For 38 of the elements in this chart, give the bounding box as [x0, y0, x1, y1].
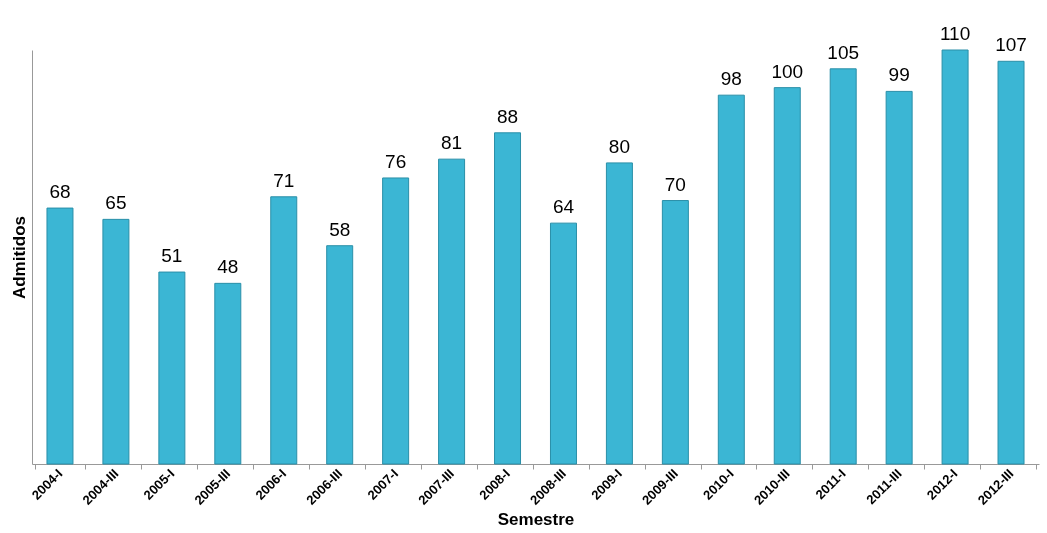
data-label: 65: [105, 192, 127, 214]
data-label: 99: [888, 64, 910, 86]
bar: [829, 68, 857, 465]
data-label: 76: [385, 150, 407, 172]
data-label: 71: [273, 169, 295, 191]
bar: [326, 245, 354, 465]
data-label: 107: [995, 34, 1027, 56]
data-label: 100: [771, 60, 804, 82]
bar: [717, 94, 745, 465]
bar: [214, 282, 242, 465]
bar: [773, 87, 801, 465]
data-label: 70: [664, 173, 686, 195]
data-label: 51: [161, 245, 183, 267]
bar: [158, 271, 186, 465]
x-axis-title: Semestre: [497, 509, 575, 529]
bar: [438, 158, 466, 465]
bar: [997, 60, 1025, 465]
data-label: 68: [49, 181, 71, 203]
data-label: 48: [217, 256, 239, 278]
data-label: 64: [552, 196, 575, 218]
data-label: 110: [939, 23, 971, 44]
bar: [549, 222, 577, 465]
data-label: 80: [608, 135, 630, 157]
bar: [494, 132, 522, 465]
bar: [885, 90, 913, 465]
bar: [270, 196, 298, 465]
bar: [382, 177, 410, 465]
y-axis-title: Admitidos: [9, 215, 29, 300]
data-label: 98: [720, 68, 742, 90]
data-label: 81: [441, 132, 463, 154]
data-label: 58: [329, 218, 351, 240]
data-label: 105: [827, 41, 860, 63]
bar: [941, 49, 969, 465]
bar: [605, 162, 633, 465]
bar: [102, 218, 130, 465]
bar: [46, 207, 74, 465]
data-label: 88: [496, 105, 519, 127]
bar: [661, 200, 689, 465]
